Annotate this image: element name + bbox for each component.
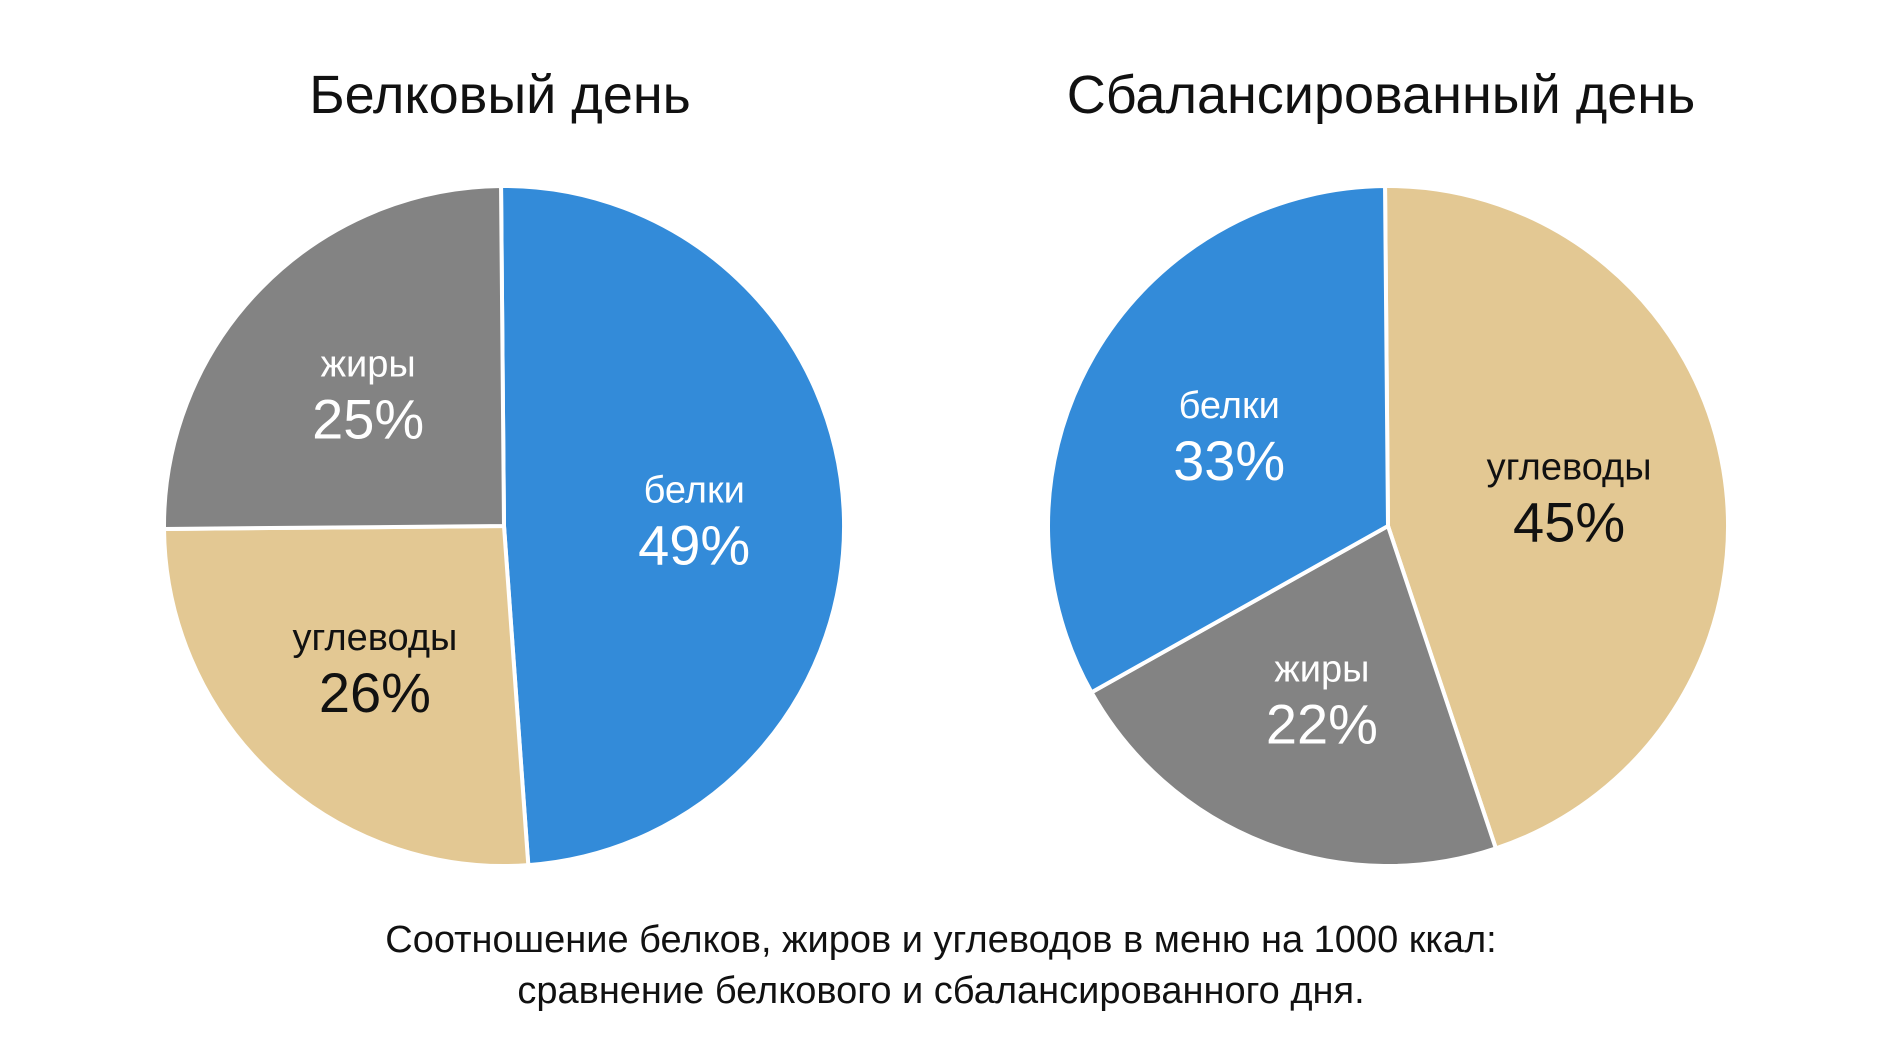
pie-slice-1-2 bbox=[1046, 184, 1390, 695]
chart-title-protein-day: Белковый день bbox=[309, 65, 691, 125]
caption-line-2: сравнение белкового и сбалансированного … bbox=[517, 970, 1365, 1012]
pie-slice-0-0 bbox=[499, 184, 846, 868]
slices-balanced-day bbox=[1046, 184, 1730, 868]
figure-caption: Соотношение белков, жиров и углеводов в … bbox=[0, 915, 1882, 1017]
slice-label-1-2: белки bbox=[1179, 385, 1280, 427]
pie-slice-1-1 bbox=[1089, 524, 1498, 868]
pie-slice-1-0 bbox=[1383, 184, 1730, 851]
slice-value-1-1: 22% bbox=[1266, 692, 1378, 755]
chart-title-balanced-day: Сбалансированный день bbox=[1067, 65, 1696, 125]
slice-value-1-2: 33% bbox=[1173, 429, 1285, 492]
slice-value-0-1: 26% bbox=[319, 661, 431, 724]
pie-slice-0-2 bbox=[162, 184, 506, 531]
caption-line-1: Соотношение белков, жиров и углеводов в … bbox=[385, 919, 1497, 961]
slice-label-1-0: углеводы bbox=[1487, 447, 1652, 489]
slices-protein-day bbox=[162, 184, 846, 868]
slice-value-0-2: 25% bbox=[312, 388, 424, 451]
slice-value-1-0: 45% bbox=[1513, 491, 1625, 554]
slice-label-0-2: жиры bbox=[321, 344, 416, 386]
pie-slice-0-1 bbox=[162, 524, 531, 868]
slice-value-0-0: 49% bbox=[638, 513, 750, 576]
slice-label-0-0: белки bbox=[644, 469, 745, 511]
slice-label-1-1: жиры bbox=[1274, 648, 1369, 690]
slice-label-0-1: углеводы bbox=[292, 617, 457, 659]
